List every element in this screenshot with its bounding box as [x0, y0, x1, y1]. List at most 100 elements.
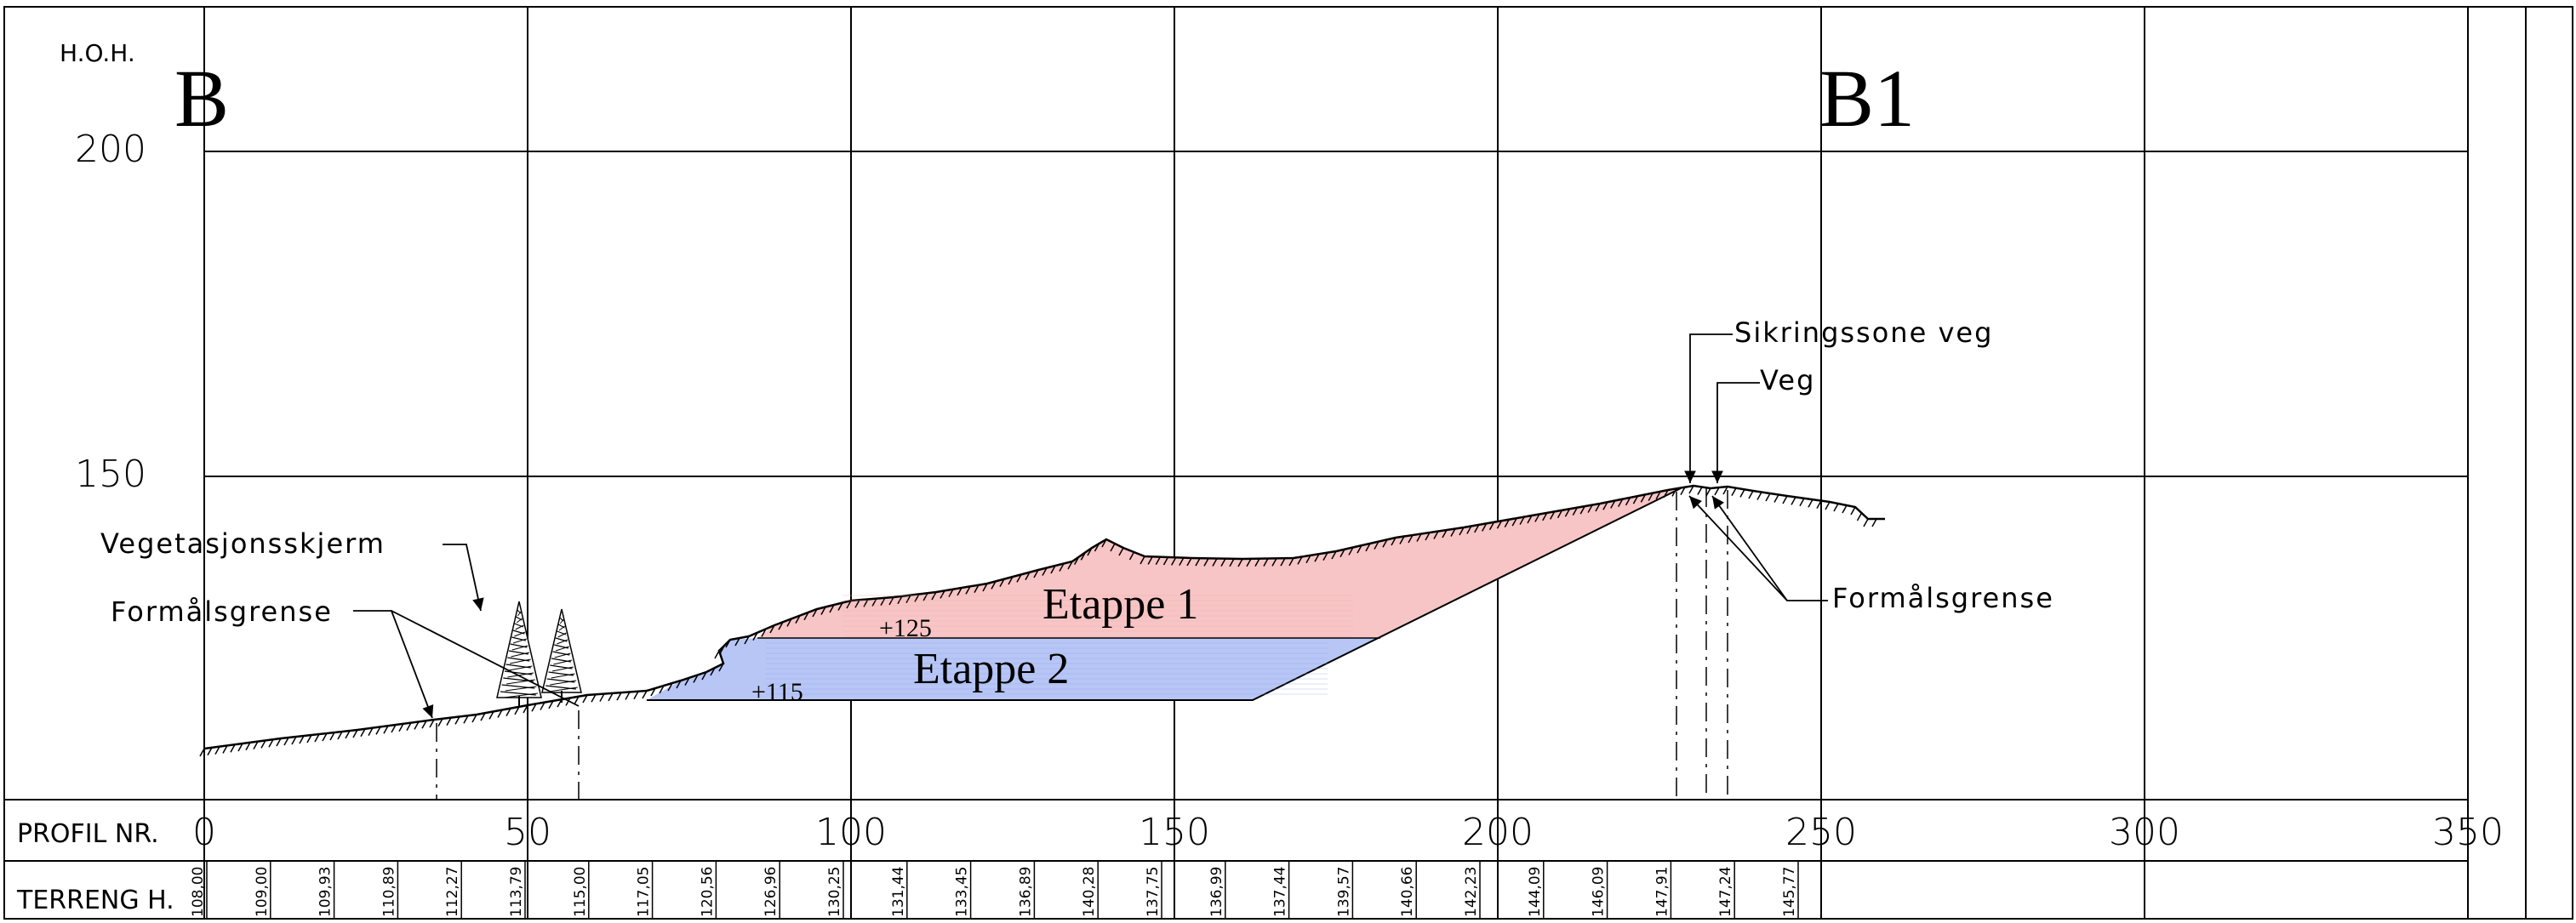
- terrain-hatch-tick: [1850, 506, 1856, 516]
- terrain-hatch-tick: [1488, 521, 1495, 531]
- drawing-frame: [3, 6, 2573, 920]
- terrain-hatch-tick: [1688, 485, 1694, 494]
- terrain-hatch-tick: [1297, 556, 1303, 565]
- boundary-dashed-lines: [436, 488, 1728, 800]
- terrain-hatch-tick: [1610, 500, 1616, 509]
- terrain-hatch-tick: [337, 731, 343, 740]
- terrain-hatch-tick: [306, 734, 312, 744]
- terrain-hatch-tick: [1162, 556, 1169, 566]
- terrain-height-value: 137,75: [1145, 867, 1162, 917]
- terrain-hatch-tick: [230, 744, 236, 753]
- terrain-hatch-tick: [1237, 558, 1243, 567]
- terrain-hatch-tick: [1602, 501, 1608, 510]
- terrain-hatch-tick: [608, 692, 614, 702]
- terrain-hatch-tick: [940, 590, 945, 599]
- terrain-hatch-tick: [1773, 494, 1779, 503]
- tree-icon: [541, 608, 582, 703]
- planned-slope-line: [647, 487, 1682, 701]
- terrain-hatch-tick: [863, 599, 869, 607]
- terrain-hatch-tick: [1059, 563, 1065, 572]
- terrain-hatch-tick: [463, 715, 469, 724]
- terrain-hatch-tick: [283, 737, 289, 746]
- terrain-hatch-tick: [245, 742, 251, 751]
- terrain-hatch-tick: [1139, 556, 1145, 565]
- terrain-hatch-tick: [497, 709, 503, 718]
- terrain-hatch-tick: [1782, 495, 1788, 504]
- terrain-hatch-tick: [1042, 567, 1048, 576]
- section-end-label: B1: [1819, 53, 1915, 144]
- terrain-hatch-tick: [812, 608, 818, 618]
- terrain-hatch-tick: [871, 598, 877, 607]
- terrain-height-value: 131,44: [890, 867, 907, 917]
- terrain-hatch-tick: [829, 604, 835, 613]
- terrain-hatch-tick: [1033, 569, 1039, 578]
- terrain-hatch-tick: [1280, 557, 1286, 567]
- profile-tick-label: 300: [2109, 811, 2180, 854]
- terrain-line: [203, 484, 1885, 750]
- terrain-hatch-tick: [1186, 557, 1192, 567]
- terrain-hatch-tick: [454, 716, 460, 725]
- terrain-height-value: 117,05: [636, 867, 653, 917]
- profile-tick-label: 50: [504, 811, 551, 854]
- terrain-hatch-tick: [1050, 565, 1056, 574]
- terrain-hatch-tick: [744, 635, 750, 645]
- terrain-hatch-tick: [199, 748, 205, 757]
- annotation-leaders: [353, 333, 1828, 719]
- terrain-hatch-tick: [222, 745, 228, 754]
- terrain-hatch-tick: [1271, 557, 1277, 567]
- terrain-hatch-tick: [322, 732, 328, 742]
- terrain-hatch-tick: [1625, 497, 1631, 506]
- etappe2-label: Etappe 2: [913, 645, 1069, 693]
- terrain-hatch-tick: [1474, 524, 1480, 533]
- terrain-hatch-tick: [531, 703, 537, 712]
- terrain-hatch-tick: [514, 706, 520, 715]
- terrain-hatch-tick: [820, 607, 826, 615]
- terrain-hatch-tick: [1094, 543, 1100, 552]
- elevation-tick-label: 150: [75, 453, 146, 496]
- terrain-height-value: 146,09: [1591, 867, 1608, 917]
- terrain-hatch-tick: [1128, 551, 1135, 561]
- grid: [4, 7, 2527, 920]
- hoh-label: H.O.H.: [60, 39, 135, 67]
- terrain-height-value: 140,28: [1081, 867, 1098, 917]
- terrain-hatch-tick: [1459, 527, 1465, 536]
- terrain-height-value: 147,91: [1654, 867, 1671, 917]
- terrain-hatch-tick: [1025, 572, 1031, 581]
- terrain-hatch-tick: [1466, 526, 1472, 534]
- terrain-hatch-tick: [1067, 561, 1073, 570]
- terrain-hatch-tick: [1016, 573, 1022, 583]
- terrain-hatch-tick: [414, 721, 420, 730]
- terrain-hatch-tick: [616, 692, 622, 701]
- terrain-hatch-tick: [1080, 551, 1086, 561]
- terrain-hatch-tick: [1425, 532, 1431, 541]
- terrain-height-value: 109,93: [317, 867, 334, 917]
- terrain-hatch-tick: [761, 628, 767, 637]
- terrain-hatch-tick: [1229, 558, 1235, 567]
- terrain-hatch-tick: [1305, 555, 1311, 564]
- terrain-height-value: 113,79: [508, 867, 525, 917]
- terrain-hatch-tick: [421, 720, 427, 729]
- leader-line: [391, 610, 580, 707]
- terrain-hatch-tick: [719, 645, 726, 653]
- terrain-hatch-tick: [1365, 543, 1371, 552]
- terrain-hatch-tick: [880, 597, 886, 607]
- terrain-hatch-tick: [237, 743, 243, 752]
- tree-icon: [496, 601, 542, 708]
- terrain-height-value: 112,27: [444, 867, 461, 917]
- terrain-hatch-tick: [999, 578, 1005, 588]
- formalsgrense-left-label: Formålsgrense: [111, 595, 333, 628]
- terrain-hatch-tick: [1655, 491, 1661, 500]
- veg-label: Veg: [1760, 364, 1815, 396]
- level-115-label: +115: [751, 678, 803, 706]
- arrowhead: [1684, 470, 1696, 483]
- terrain-hatch-tick: [714, 650, 720, 659]
- sikringssone-veg-label: Sikringssone veg: [1734, 316, 1993, 349]
- terrain-height-value: 108,00: [190, 867, 207, 917]
- terrain-hatch-tick: [778, 621, 784, 630]
- terrain-hatch-tick: [1008, 576, 1014, 585]
- terrain-hatch-tick: [1263, 558, 1269, 567]
- terrain-height-value: 110,89: [380, 867, 397, 917]
- terrain-hatch-tick: [718, 663, 724, 672]
- profile-tick-labels: 0 50 100 150 200 250 300 350: [192, 811, 2504, 854]
